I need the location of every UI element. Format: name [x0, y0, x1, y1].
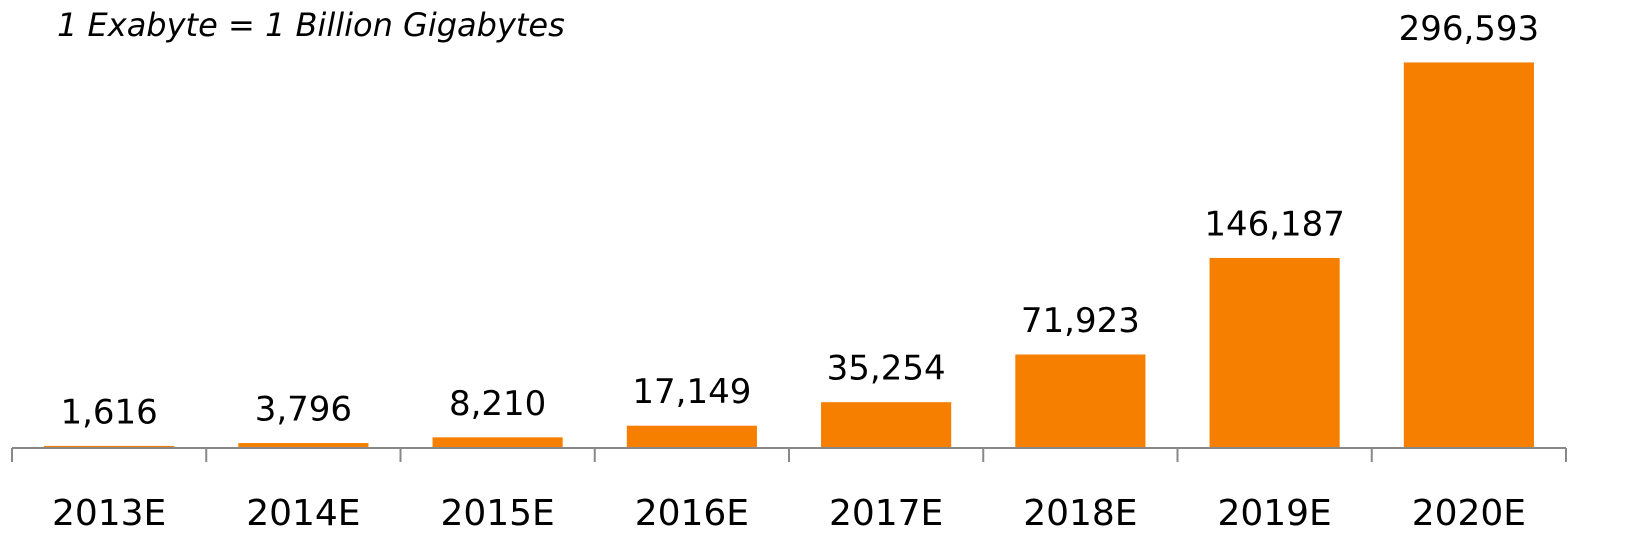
value-label: 17,149 — [632, 372, 751, 412]
value-label: 1,616 — [60, 392, 157, 432]
bar — [626, 425, 757, 448]
bar — [821, 402, 952, 448]
x-tick-label: 2018E — [1023, 493, 1137, 534]
x-tick-label: 2017E — [829, 493, 943, 534]
bar — [1015, 354, 1146, 448]
bar — [1403, 62, 1534, 448]
annotation: 1 Exabyte = 1 Billion Gigabytes — [57, 6, 565, 44]
value-label: 8,210 — [449, 384, 546, 424]
value-label: 146,187 — [1204, 204, 1345, 244]
x-tick-label: 2016E — [635, 493, 749, 534]
value-label: 71,923 — [1021, 301, 1140, 341]
x-tick-label: 2014E — [246, 493, 360, 534]
bar — [1209, 257, 1340, 448]
value-label: 296,593 — [1399, 9, 1540, 49]
x-tick-label: 2020E — [1412, 493, 1526, 534]
bar — [432, 437, 563, 448]
x-tick-label: 2015E — [440, 493, 554, 534]
x-tick-label: 2019E — [1217, 493, 1331, 534]
bar — [44, 445, 175, 448]
x-tick-label: 2013E — [52, 493, 166, 534]
value-label: 3,796 — [255, 390, 352, 430]
bar — [238, 443, 369, 448]
value-label: 35,254 — [827, 349, 946, 389]
